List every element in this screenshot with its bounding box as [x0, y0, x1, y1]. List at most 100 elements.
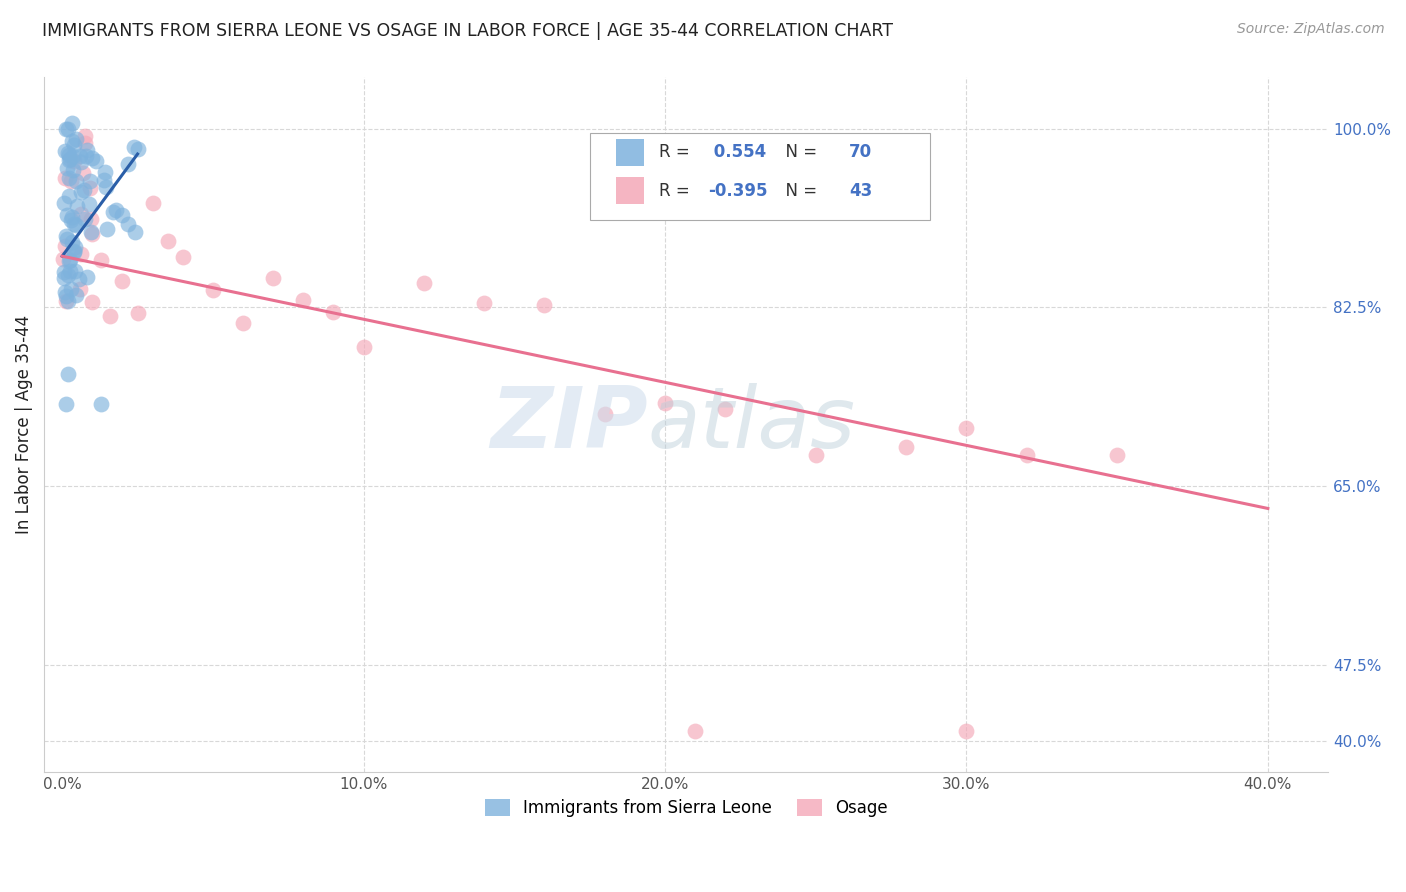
Point: [55, 229, 77, 244]
Point: [58, 189, 80, 203]
Point: [101, 205, 124, 219]
Text: ZIP: ZIP: [489, 384, 648, 467]
Point: [59, 252, 82, 267]
Point: [353, 340, 375, 354]
Point: [56, 268, 79, 282]
Point: [111, 274, 134, 288]
Point: [94, 180, 117, 194]
Point: [714, 401, 737, 416]
Point: [75, 136, 97, 150]
Point: [654, 396, 676, 410]
Text: 43: 43: [849, 182, 873, 200]
Point: [127, 306, 149, 320]
Point: [955, 724, 977, 739]
Point: [56, 145, 79, 160]
Point: [62, 244, 84, 259]
Text: IMMIGRANTS FROM SIERRA LEONE VS OSAGE IN LABOR FORCE | AGE 35-44 CORRELATION CHA: IMMIGRANTS FROM SIERRA LEONE VS OSAGE IN…: [42, 22, 893, 40]
Point: [62, 137, 84, 152]
Point: [56, 208, 79, 222]
Point: [322, 304, 344, 318]
Point: [59, 264, 82, 278]
Point: [60, 210, 83, 224]
Point: [82, 227, 104, 241]
Point: [58, 122, 80, 136]
Point: [156, 234, 179, 248]
Point: [84, 154, 107, 169]
Point: [292, 293, 315, 307]
Point: [55, 122, 77, 136]
Point: [58, 367, 80, 381]
Point: [69, 282, 91, 296]
Point: [232, 316, 254, 330]
Point: [124, 226, 146, 240]
Point: [76, 143, 98, 157]
Point: [90, 397, 112, 411]
Point: [53, 144, 76, 158]
Point: [77, 197, 100, 211]
Point: [1107, 448, 1129, 462]
Point: [804, 448, 827, 462]
Text: N =: N =: [775, 144, 823, 161]
Point: [63, 240, 86, 254]
Text: atlas: atlas: [648, 384, 856, 467]
Point: [412, 277, 434, 291]
Point: [55, 293, 77, 308]
Point: [69, 207, 91, 221]
Point: [67, 271, 90, 285]
Text: N =: N =: [775, 182, 823, 200]
Point: [62, 163, 84, 178]
Point: [53, 265, 76, 279]
Point: [172, 251, 194, 265]
Point: [955, 420, 977, 434]
Point: [105, 203, 128, 218]
FancyBboxPatch shape: [591, 133, 931, 219]
Point: [69, 185, 91, 199]
Point: [63, 217, 86, 231]
Point: [60, 134, 83, 148]
Point: [60, 174, 83, 188]
Point: [53, 239, 76, 253]
Point: [75, 149, 97, 163]
Point: [56, 232, 79, 246]
Point: [72, 165, 94, 179]
Point: [76, 270, 98, 285]
Point: [63, 264, 86, 278]
Point: [100, 309, 122, 323]
Point: [62, 153, 84, 168]
Point: [593, 407, 616, 421]
Point: [117, 217, 139, 231]
Point: [59, 152, 82, 166]
Text: 0.554: 0.554: [709, 144, 766, 161]
Text: R =: R =: [659, 144, 695, 161]
Point: [262, 270, 284, 285]
Point: [533, 298, 555, 312]
Point: [122, 140, 145, 154]
Point: [90, 252, 112, 267]
Point: [201, 283, 224, 297]
Point: [58, 254, 80, 268]
Y-axis label: In Labor Force | Age 35-44: In Labor Force | Age 35-44: [15, 315, 32, 534]
Point: [65, 174, 87, 188]
Point: [894, 440, 917, 454]
Point: [53, 285, 76, 299]
Point: [53, 195, 76, 210]
FancyBboxPatch shape: [616, 178, 644, 204]
Point: [80, 152, 103, 166]
Point: [93, 172, 115, 186]
Point: [62, 244, 84, 259]
Point: [75, 211, 97, 226]
Point: [117, 157, 139, 171]
Point: [65, 287, 87, 301]
Text: R =: R =: [659, 182, 695, 200]
Point: [60, 116, 83, 130]
Point: [65, 132, 87, 146]
Point: [59, 282, 82, 296]
Point: [52, 252, 75, 267]
Point: [79, 174, 101, 188]
Point: [65, 218, 87, 232]
Point: [56, 161, 79, 176]
Point: [1015, 448, 1038, 462]
Point: [127, 142, 149, 156]
Point: [58, 171, 80, 186]
Point: [62, 148, 84, 162]
